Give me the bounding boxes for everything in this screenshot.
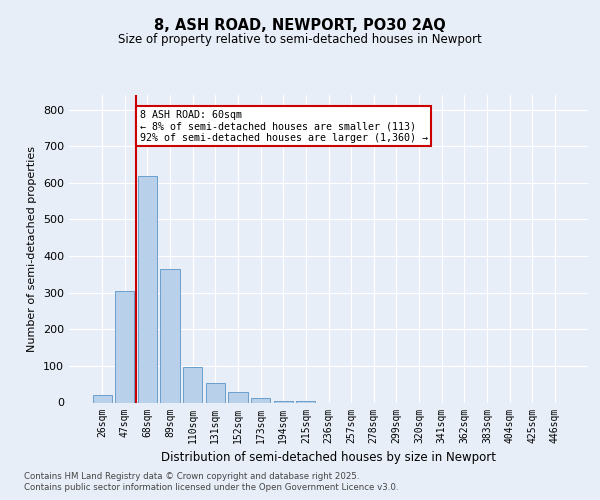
Bar bbox=[138, 176, 157, 402]
Bar bbox=[115, 291, 134, 403]
Bar bbox=[160, 269, 180, 402]
Text: 8 ASH ROAD: 60sqm
← 8% of semi-detached houses are smaller (113)
92% of semi-det: 8 ASH ROAD: 60sqm ← 8% of semi-detached … bbox=[140, 110, 428, 143]
Bar bbox=[251, 398, 270, 402]
Bar bbox=[183, 367, 202, 402]
Text: Contains HM Land Registry data © Crown copyright and database right 2025.: Contains HM Land Registry data © Crown c… bbox=[24, 472, 359, 481]
Text: 8, ASH ROAD, NEWPORT, PO30 2AQ: 8, ASH ROAD, NEWPORT, PO30 2AQ bbox=[154, 18, 446, 32]
Bar bbox=[274, 400, 293, 402]
Bar bbox=[206, 384, 225, 402]
Text: Contains public sector information licensed under the Open Government Licence v3: Contains public sector information licen… bbox=[24, 484, 398, 492]
Bar bbox=[229, 392, 248, 402]
Y-axis label: Number of semi-detached properties: Number of semi-detached properties bbox=[28, 146, 37, 352]
Text: Size of property relative to semi-detached houses in Newport: Size of property relative to semi-detach… bbox=[118, 32, 482, 46]
X-axis label: Distribution of semi-detached houses by size in Newport: Distribution of semi-detached houses by … bbox=[161, 451, 496, 464]
Bar bbox=[92, 395, 112, 402]
